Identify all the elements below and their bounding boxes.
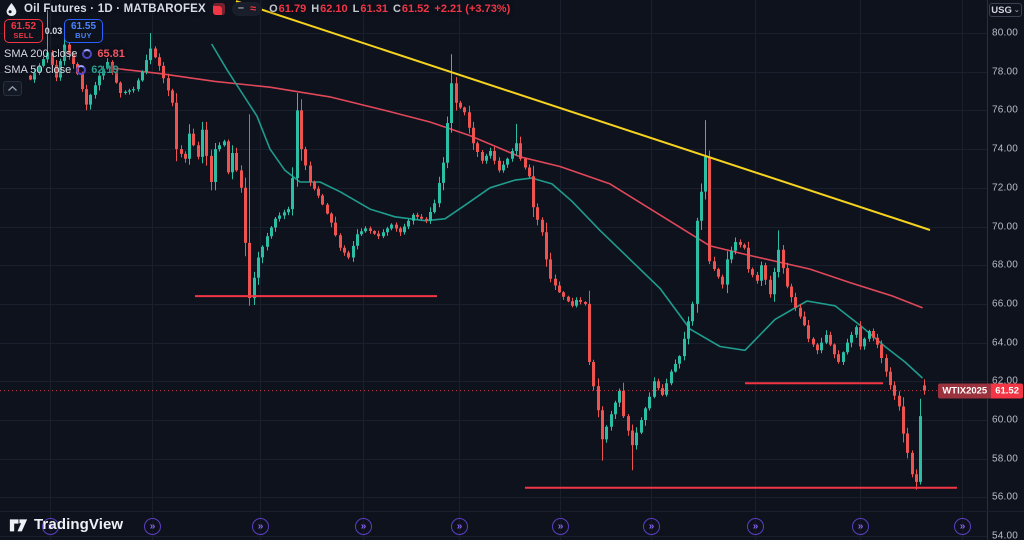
price-axis[interactable]: USG ⌄ 80.00 78.00 76.00 74.00 72.00 70.00 68.00… — [987, 0, 1024, 540]
oil-droplet-icon — [6, 2, 17, 16]
low-value: 61.31 — [360, 3, 388, 15]
price-axis-tick: 54.00 — [992, 530, 1019, 540]
session-break-icon: » — [144, 518, 161, 535]
trade-panel: 61.52 SELL 0.03 61.55 BUY — [4, 19, 103, 43]
session-break-icon: » — [42, 518, 59, 535]
series-visibility-pill[interactable]: – ≈ — [231, 1, 263, 16]
session-break-icon: » — [643, 518, 660, 535]
indicator-row-sma200[interactable]: SMA 200 close 65.81 — [4, 47, 125, 60]
chevron-down-icon: ⌄ — [1013, 7, 1020, 14]
session-break-icon: » — [852, 518, 869, 535]
ohlc-values: O61.79 H62.10 L61.31 C61.52 +2.21 (+3.73… — [269, 3, 511, 15]
red-symbol-flag-icon[interactable] — [212, 3, 225, 15]
price-axis-tick: 78.00 — [992, 66, 1019, 78]
tradingview-mark-icon — [9, 519, 28, 532]
tradingview-logo-text: TradingView — [34, 516, 124, 533]
change-value: +2.21 (+3.73%) — [434, 3, 511, 15]
loading-spinner-icon — [76, 64, 87, 75]
hide-series-icon[interactable]: ≈ — [250, 2, 257, 15]
tradingview-logo[interactable]: TradingView — [9, 516, 123, 533]
currency-selector[interactable]: USG ⌄ — [989, 3, 1022, 17]
price-axis-tick: 70.00 — [992, 221, 1019, 232]
price-axis-tick: 56.00 — [992, 491, 1019, 503]
high-value: 62.10 — [320, 3, 348, 15]
sell-button[interactable]: 61.52 SELL — [4, 19, 43, 43]
price-axis-tick: 68.00 — [992, 259, 1019, 271]
symbol-header: Oil Futures · 1D · MATBAROFEX – ≈ O61.79… — [6, 1, 510, 17]
chevron-up-icon — [8, 86, 17, 91]
price-axis-tick: 76.00 — [992, 104, 1019, 116]
hide-line-icon[interactable]: – — [237, 1, 245, 14]
price-axis-tick: 66.00 — [992, 298, 1019, 310]
price-axis-tick: 60.00 — [992, 414, 1019, 426]
session-break-icon: » — [252, 518, 269, 535]
collapse-legend-button[interactable] — [3, 81, 22, 96]
session-break-icon: » — [954, 518, 971, 535]
session-break-icon: » — [451, 518, 468, 535]
loading-spinner-icon — [82, 48, 93, 59]
session-break-icon: » — [552, 518, 569, 535]
last-price-value: 61.52 — [991, 383, 1023, 399]
price-axis-tick: 74.00 — [992, 143, 1019, 155]
session-break-icon: » — [747, 518, 764, 535]
price-axis-tick: 58.00 — [992, 453, 1019, 465]
open-value: 61.79 — [278, 3, 307, 15]
sma200-value: 65.81 — [97, 47, 125, 60]
symbol-title[interactable]: Oil Futures · 1D · MATBAROFEX — [24, 3, 206, 15]
last-price-label: WTIX2025 61.52 — [938, 383, 1023, 399]
price-axis-tick: 62.00 — [992, 375, 1019, 387]
contract-ticker: WTIX2025 — [938, 383, 992, 399]
buy-price: 61.55 — [70, 20, 97, 32]
session-break-icon: » — [355, 518, 372, 535]
buy-button[interactable]: 61.55 BUY — [64, 19, 103, 43]
price-axis-tick: 64.00 — [992, 337, 1019, 349]
sma50-value: 62.19 — [91, 63, 119, 76]
spread-value: 0.03 — [44, 26, 63, 36]
price-axis-tick: 80.00 — [992, 27, 1019, 39]
price-axis-tick: 72.00 — [992, 182, 1019, 194]
sell-price: 61.52 — [10, 20, 37, 32]
close-value: 61.52 — [401, 3, 430, 15]
time-axis[interactable]: » » » » » » » » » » TradingView — [0, 511, 1024, 540]
indicator-row-sma50[interactable]: SMA 50 close 62.19 — [4, 63, 119, 76]
